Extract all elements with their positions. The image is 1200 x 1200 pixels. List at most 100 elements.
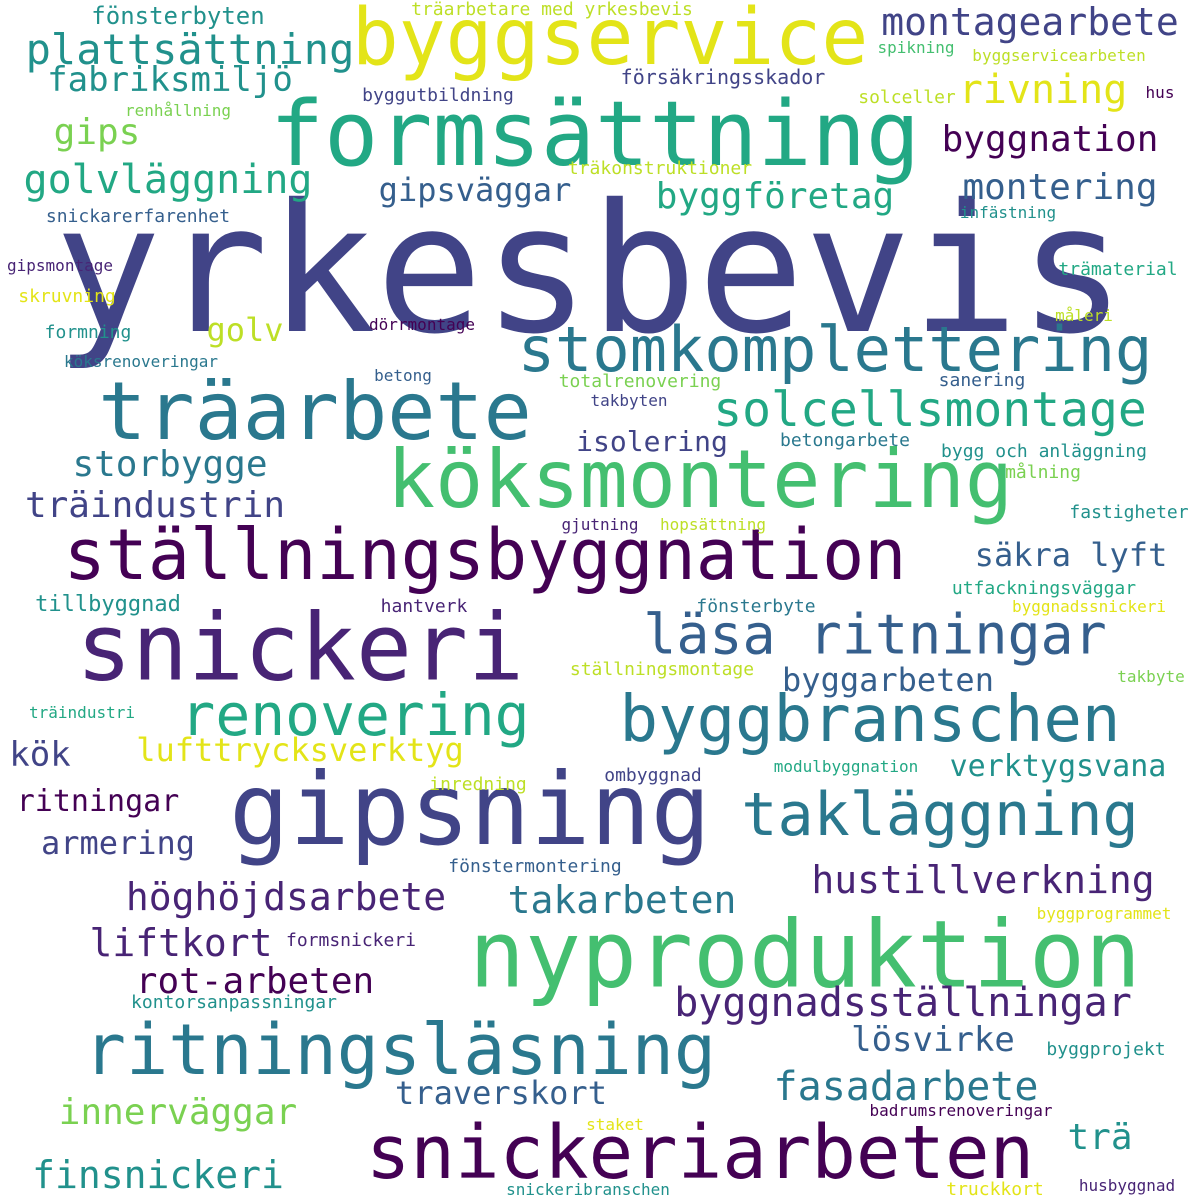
word-71: totalrenovering: [558, 371, 722, 392]
word-38: hustillverkning: [811, 858, 1155, 902]
word-40: takarbeten: [507, 878, 737, 922]
word-83: byggnadssnickeri: [1011, 597, 1167, 616]
word-56: byggutbildning: [362, 85, 514, 106]
word-39: höghöjdsarbete: [125, 875, 447, 919]
word-59: renhållning: [125, 101, 231, 120]
word-94: byggprojekt: [1046, 1039, 1166, 1060]
word-69: köksrenoveringar: [63, 352, 219, 371]
word-93: kontorsanpassningar: [131, 992, 337, 1013]
word-86: träindustri: [29, 703, 135, 722]
word-43: byggnadsställningar: [674, 980, 1132, 1026]
word-6: nyproduktion: [469, 900, 1141, 1009]
word-32: byggarbeten: [782, 661, 994, 699]
word-51: fönsterbyten: [91, 2, 265, 30]
word-88: inredning: [429, 774, 527, 795]
word-54: spikning: [877, 38, 955, 57]
word-81: hantverk: [380, 596, 468, 617]
word-10: byggbranschen: [619, 683, 1121, 757]
word-37: armering: [40, 824, 196, 862]
word-45: fasadarbete: [773, 1064, 1039, 1110]
word-5: gipsning: [229, 751, 711, 868]
word-78: hopsättning: [660, 515, 766, 534]
word-84: ställningsmontage: [569, 659, 755, 680]
word-24: fabriksmiljö: [47, 60, 293, 100]
word-35: verktygsvana: [949, 749, 1167, 784]
word-41: liftkort: [89, 921, 273, 965]
word-0: yrkesbevis: [54, 166, 1126, 373]
word-1: byggservice: [351, 0, 869, 83]
word-26: gipsväggar: [378, 171, 572, 209]
word-72: sanering: [938, 370, 1026, 391]
word-34: kök: [9, 735, 71, 775]
word-53: försäkringsskador: [620, 65, 826, 89]
word-55: byggservicearbeten: [972, 46, 1146, 65]
word-13: läsa ritningar: [643, 602, 1107, 667]
word-46: traverskort: [395, 1074, 607, 1112]
word-61: snickarerfarenhet: [45, 206, 231, 227]
word-20: byggnation: [941, 119, 1159, 160]
word-49: finsnickeri: [32, 1153, 284, 1197]
word-47: innerväggar: [58, 1092, 298, 1133]
word-63: gipsmontage: [7, 256, 113, 275]
word-23: rivning: [958, 67, 1128, 113]
word-30: golv: [206, 311, 284, 349]
word-4: snickeri: [76, 593, 524, 702]
word-96: staket: [586, 1115, 644, 1134]
word-31: isolering: [576, 425, 728, 458]
word-57: solceller: [858, 87, 956, 108]
word-48: trä: [1067, 1117, 1133, 1158]
word-22: byggföretag: [655, 176, 895, 217]
word-70: betong: [374, 366, 432, 385]
word-18: montagearbete: [881, 0, 1179, 44]
word-21: montering: [962, 167, 1158, 208]
word-95: badrumsrenoveringar: [869, 1101, 1053, 1120]
word-15: takläggning: [741, 780, 1139, 850]
word-85: takbyte: [1117, 667, 1185, 686]
word-67: dörrmontage: [369, 315, 475, 334]
word-75: bygg och anläggning: [941, 441, 1147, 462]
word-3: köksmontering: [386, 433, 1014, 526]
word-28: träindustrin: [24, 485, 286, 526]
word-9: stomkomplettering: [517, 313, 1153, 386]
word-80: utfackningsväggar: [951, 578, 1137, 599]
word-7: ställningsbyggnation: [63, 514, 907, 596]
word-60: träkonstruktioner: [567, 158, 753, 179]
word-50: tillbyggnad: [35, 592, 181, 617]
word-16: solcellsmontage: [713, 382, 1147, 438]
word-58: hus: [1145, 83, 1175, 102]
word-76: målning: [1005, 462, 1081, 483]
word-79: fastigheter: [1069, 502, 1189, 523]
word-92: formsnickeri: [285, 930, 417, 951]
word-42: rot-arbeten: [135, 961, 375, 1002]
word-17: plattsättning: [25, 25, 355, 74]
word-19: golvläggning: [23, 157, 313, 203]
word-66: formning: [44, 322, 132, 343]
word-73: takbyten: [590, 391, 668, 410]
word-14: renovering: [180, 681, 530, 749]
word-25: gips: [53, 112, 141, 153]
word-11: ritningsläsning: [83, 1009, 717, 1091]
word-87: modulbyggnation: [773, 757, 919, 776]
word-12: snickeriarbeten: [365, 1110, 1035, 1196]
word-8: träarbete: [98, 365, 532, 458]
word-64: trämaterial: [1058, 259, 1178, 280]
word-77: gjutning: [561, 515, 639, 534]
word-89: ombyggnad: [604, 765, 702, 786]
word-2: formsättning: [269, 82, 921, 187]
word-74: betongarbete: [779, 430, 911, 451]
word-33: lufttrycksverktyg: [136, 731, 464, 769]
word-98: truckkort: [946, 1179, 1044, 1200]
word-29: säkra lyft: [974, 536, 1168, 574]
word-36: ritningar: [16, 784, 180, 819]
word-68: måleri: [1055, 306, 1113, 325]
word-91: byggprogrammet: [1036, 904, 1172, 923]
word-62: infästning: [959, 203, 1057, 222]
word-97: snickeribranschen: [506, 1180, 670, 1199]
word-52: träarbetare med yrkesbevis: [411, 0, 693, 20]
word-99: husbyggnad: [1078, 1176, 1176, 1195]
word-65: skruvning: [18, 286, 116, 307]
word-90: fönstermontering: [448, 856, 622, 877]
word-82: fönsterbyte: [696, 596, 816, 617]
word-27: storbygge: [72, 444, 268, 485]
